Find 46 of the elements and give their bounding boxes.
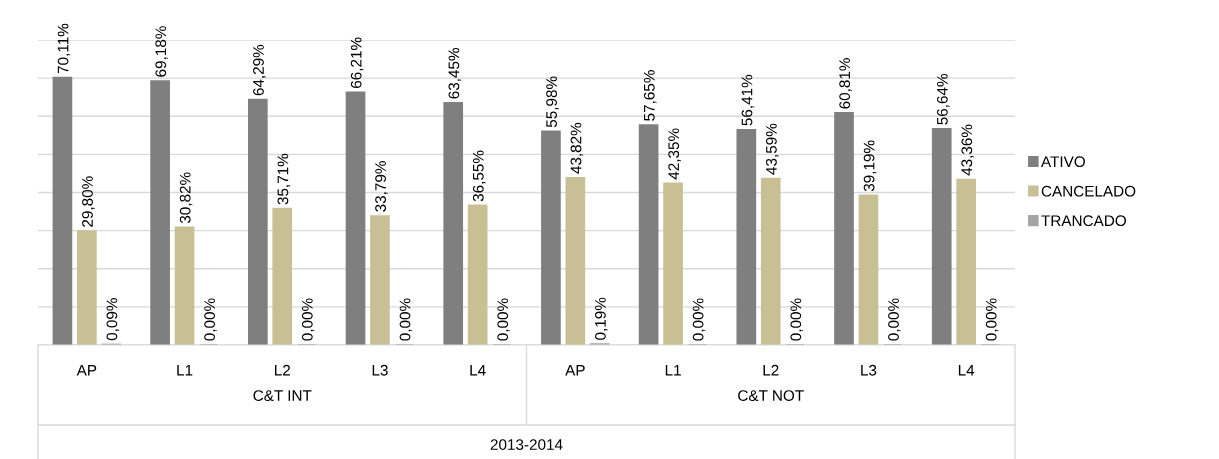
data-label: 0,09%	[106, 298, 120, 341]
legend-label: CANCELADO	[1041, 185, 1136, 197]
data-label: 70,11%	[57, 23, 71, 74]
data-label: 0,19%	[595, 297, 608, 340]
data-label: 64,29%	[253, 44, 266, 96]
x-tick-label: L4	[470, 365, 486, 376]
data-label: 39,19%	[863, 140, 877, 192]
legend-label: TRANCADO	[1041, 215, 1126, 227]
x-tick-label: L2	[275, 364, 290, 376]
data-label: 63,45%	[448, 48, 462, 99]
x-tick-label: L4	[958, 365, 975, 376]
data-label: 0,00%	[204, 298, 217, 341]
text: C&T INT	[253, 390, 312, 401]
data-label: 0,00%	[301, 298, 315, 341]
x-tick-label: AP	[565, 365, 585, 376]
data-label: 0,00%	[790, 298, 804, 341]
x-tick-label: L2	[763, 364, 779, 376]
data-label: 55,98%	[546, 76, 559, 128]
data-label: 43,82%	[570, 122, 584, 174]
data-label: 42,35%	[668, 128, 681, 180]
data-label: 30,82%	[179, 172, 193, 224]
data-label: 56,41%	[741, 74, 755, 126]
x-tick-label: L1	[177, 365, 193, 376]
text: 2013-2014	[490, 439, 563, 450]
data-label: 69,18%	[155, 26, 168, 77]
x-tick-label: L3	[861, 364, 877, 376]
data-label: 57,65%	[643, 70, 657, 121]
data-label: 43,36%	[961, 124, 975, 176]
data-label: 0,00%	[497, 298, 510, 341]
data-label: 0,00%	[692, 298, 706, 341]
data-label: 43,59%	[765, 123, 779, 175]
data-label: 56,64%	[936, 73, 950, 125]
data-label: 0,00%	[888, 298, 901, 341]
text: C&T NOT	[738, 390, 804, 401]
data-label: 0,00%	[399, 298, 413, 341]
data-label: 29,80%	[82, 176, 95, 227]
x-tick-label: L3	[372, 364, 388, 376]
x-tick-label: L1	[665, 365, 681, 376]
data-label: 60,81%	[839, 58, 852, 109]
data-label: 66,21%	[350, 37, 364, 88]
legend-label: ATIVO	[1041, 156, 1085, 168]
x-tick-label: AP	[76, 365, 97, 376]
data-label: 35,71%	[277, 153, 291, 205]
data-label: 0,00%	[985, 298, 999, 341]
data-label: 33,79%	[375, 161, 388, 212]
data-label: 36,55%	[472, 150, 486, 202]
